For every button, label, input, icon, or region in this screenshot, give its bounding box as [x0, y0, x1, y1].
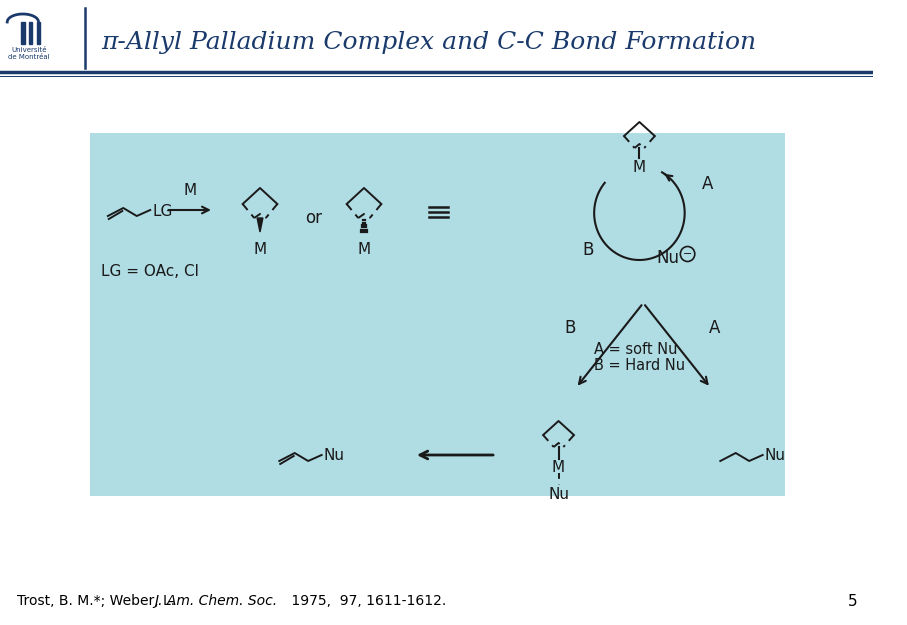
- Text: 1975,  97, 1611-1612.: 1975, 97, 1611-1612.: [287, 594, 446, 608]
- Text: Université: Université: [11, 47, 46, 53]
- Text: B = Hard Nu: B = Hard Nu: [594, 358, 686, 373]
- Bar: [90, 133, 785, 496]
- Text: M: M: [253, 242, 267, 257]
- Text: M: M: [633, 160, 646, 175]
- Text: de Montréal: de Montréal: [8, 54, 50, 60]
- Text: LG: LG: [152, 204, 172, 219]
- Text: A = soft Nu: A = soft Nu: [594, 342, 678, 357]
- Text: Nu: Nu: [324, 449, 345, 464]
- Text: Nu: Nu: [657, 249, 679, 267]
- Text: M: M: [183, 183, 196, 198]
- Bar: [36, 22, 40, 44]
- Bar: [29, 22, 33, 44]
- Bar: [21, 22, 24, 44]
- Text: Nu: Nu: [765, 449, 785, 464]
- Text: Nu: Nu: [548, 487, 569, 502]
- Text: LG = OAc, Cl: LG = OAc, Cl: [101, 264, 199, 279]
- Text: −: −: [683, 249, 692, 259]
- Text: M: M: [552, 460, 565, 475]
- Text: J. Am. Chem. Soc.: J. Am. Chem. Soc.: [154, 594, 278, 608]
- Text: B: B: [582, 241, 594, 259]
- Text: 5: 5: [847, 594, 857, 609]
- Text: or: or: [306, 209, 322, 227]
- Text: M: M: [357, 242, 371, 257]
- Polygon shape: [257, 218, 263, 232]
- Text: π-Allyl Palladium Complex and C-C Bond Formation: π-Allyl Palladium Complex and C-C Bond F…: [101, 31, 756, 54]
- Text: B: B: [564, 319, 576, 337]
- Text: Trost, B. M.*; Weber, L.: Trost, B. M.*; Weber, L.: [17, 594, 180, 608]
- Text: A: A: [709, 319, 720, 337]
- Text: A: A: [702, 175, 714, 193]
